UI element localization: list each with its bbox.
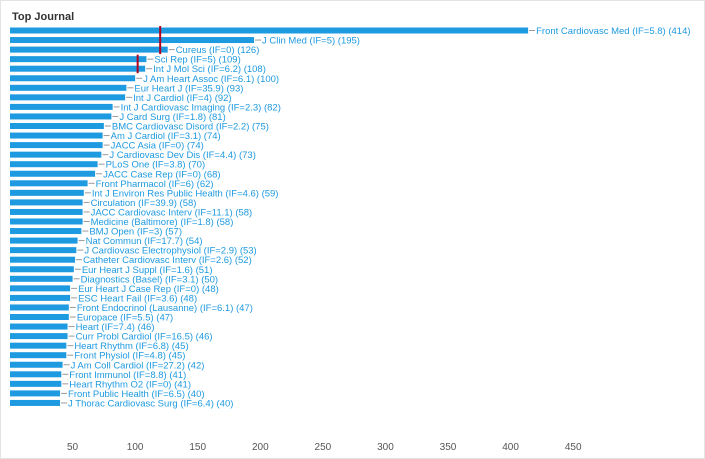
- bar-label: JACC Cardiovasc Interv (IF=11.1) (58): [91, 207, 253, 218]
- bar: [10, 294, 71, 301]
- bar: [10, 256, 76, 263]
- x-tick-label: 350: [440, 442, 457, 453]
- bar-label: Europace (IF=5.5) (47): [77, 313, 173, 324]
- bar: [10, 37, 255, 44]
- bar-label: Int J Cardiovasc Imaging (IF=2.3) (82): [121, 102, 281, 113]
- bar: [10, 94, 126, 101]
- bar-label: Eur Heart J (IF=35.9) (93): [134, 83, 243, 94]
- bar-label: J Cardiovasc Dev Dis (IF=4.4) (73): [109, 150, 256, 161]
- bar-label: J Cardiovasc Electrophysiol (IF=2.9) (53…: [84, 246, 256, 257]
- bar: [10, 266, 74, 273]
- x-tick-label: 50: [67, 442, 79, 453]
- bar: [10, 314, 69, 320]
- bar: [10, 247, 77, 254]
- bar-label: Int J Environ Res Public Health (IF=4.6)…: [92, 188, 279, 199]
- bar: [10, 151, 102, 158]
- bar-label: Diagnostics (Basel) (IF=3.1) (50): [81, 274, 219, 285]
- bar-label: Front Pharmacol (IF=6) (62): [96, 179, 214, 190]
- bar: [10, 142, 103, 149]
- bar-label: Heart (IF=7.4) (46): [76, 322, 155, 333]
- bar-label: Heart Rhythm (IF=6.8) (45): [74, 341, 188, 352]
- bar-label: BMC Cardiovasc Disord (IF=2.2) (75): [112, 122, 269, 133]
- bar-label: Int J Cardiol (IF=4) (92): [133, 93, 231, 104]
- bar: [10, 75, 136, 82]
- bar: [10, 27, 529, 34]
- bar-label: J Card Surg (IF=1.8) (81): [119, 112, 225, 123]
- bar-label: PLoS One (IF=3.8) (70): [106, 160, 206, 171]
- bar-label: Cureus (IF=0) (126): [176, 45, 260, 56]
- bar-label: Eur Heart J Case Rep (IF=0) (48): [78, 284, 219, 295]
- bar: [10, 180, 88, 187]
- bar-label: Front Physiol (IF=4.8) (45): [74, 351, 185, 362]
- bar: [10, 65, 146, 72]
- bar-label: Medicine (Baltimore) (IF=1.8) (58): [91, 217, 234, 228]
- bar: [10, 161, 98, 168]
- bar: [10, 333, 68, 340]
- bar-label: Heart Rhythm O2 (IF=0) (41): [69, 379, 191, 390]
- bar: [10, 218, 83, 225]
- bar-label: Am J Cardiol (IF=3.1) (74): [111, 131, 221, 142]
- bar: [10, 189, 84, 196]
- bar-label: Front Cardiovasc Med (IF=5.8) (414): [536, 26, 690, 37]
- chart-title: Top Journal: [12, 11, 75, 23]
- bar-label: Curr Probl Cardiol (IF=16.5) (46): [76, 332, 213, 343]
- bar: [10, 342, 67, 349]
- bar: [10, 371, 62, 378]
- bar-label: J Thorac Cardiovasc Surg (IF=6.4) (40): [68, 398, 233, 409]
- bar: [10, 275, 73, 282]
- bar: [10, 199, 83, 206]
- bar: [10, 323, 68, 330]
- bar-label: Sci Rep (IF=5) (109): [154, 55, 240, 66]
- bar-label: Front Immunol (IF=8.8) (41): [69, 370, 186, 381]
- bar: [10, 103, 113, 110]
- x-tick-label: 100: [127, 442, 144, 453]
- x-tick-label: 200: [252, 442, 269, 453]
- bar-label: Nat Commun (IF=17.7) (54): [86, 236, 203, 247]
- bar-label: BMJ Open (IF=3) (57): [89, 227, 182, 238]
- bar: [10, 285, 71, 292]
- bar: [10, 228, 82, 235]
- bar: [10, 399, 61, 406]
- bar-label: J Am Heart Assoc (IF=6.1) (100): [143, 74, 279, 85]
- x-tick-label: 250: [315, 442, 332, 453]
- x-tick-label: 450: [565, 442, 582, 453]
- bar: [10, 352, 67, 359]
- bar-label: Eur Heart J Suppl (IF=1.6) (51): [82, 265, 213, 276]
- bar-label: Catheter Cardiovasc Interv (IF=2.6) (52): [83, 255, 252, 266]
- bar-label: ESC Heart Fail (IF=3.6) (48): [78, 293, 197, 304]
- x-tick-label: 150: [189, 442, 206, 453]
- bar: [10, 56, 147, 63]
- bar: [10, 304, 69, 311]
- bar: [10, 170, 96, 177]
- bar: [10, 390, 61, 397]
- bar: [10, 84, 127, 91]
- bar: [10, 361, 63, 368]
- bar-label: Circulation (IF=39.9) (58): [91, 198, 197, 209]
- bar: [10, 380, 62, 387]
- bar: [10, 123, 104, 129]
- bar-label: J Clin Med (IF=5) (195): [262, 36, 360, 47]
- bar-label: Front Endocrinol (Lausanne) (IF=6.1) (47…: [77, 303, 253, 314]
- bar-label: Front Public Health (IF=6.5) (40): [68, 389, 204, 400]
- bar: [10, 46, 168, 53]
- bar-label: Int J Mol Sci (IF=6.2) (108): [153, 64, 266, 75]
- bar: [10, 237, 78, 244]
- bar-label: JACC Asia (IF=0) (74): [111, 141, 204, 152]
- x-tick-label: 400: [502, 442, 519, 453]
- bar: [10, 208, 83, 215]
- bar: [10, 132, 103, 139]
- bar-label: J Am Coll Cardiol (IF=27.2) (42): [71, 360, 205, 371]
- bar-label: JACC Case Rep (IF=0) (68): [103, 169, 220, 180]
- bar: [10, 113, 112, 120]
- x-tick-label: 300: [377, 442, 394, 453]
